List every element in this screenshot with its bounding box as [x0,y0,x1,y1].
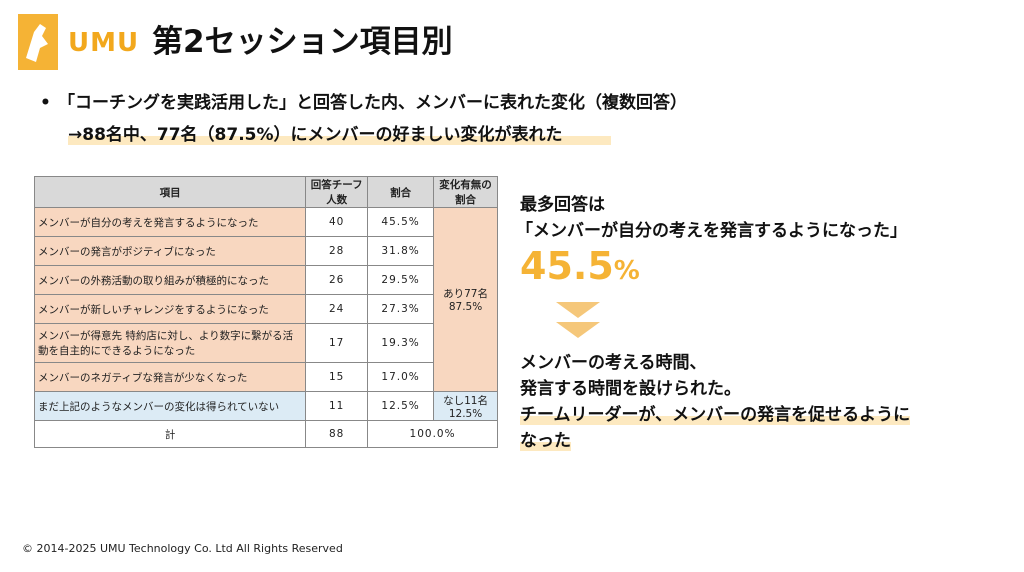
bullet-main-text: 「コーチングを実践活用した」と回答した内、メンバーに表れた変化（複数回答） [58,93,687,113]
row-ratio: 45.5% [367,207,435,237]
row-item: メンバーが新しいチャレンジをするようになった [33,294,307,324]
row-item: メンバーの外務活動の取り組みが積極的になった [33,265,307,295]
bullet-sub-highlight: →88名中、77名（87.5%）にメンバーの好ましい変化が表れた [68,125,611,145]
row-item: まだ上記のようなメンバーの変化は得られていない [33,391,307,421]
table-row-none: まだ上記のようなメンバーの変化は得られていない 11 12.5% なし11名 1… [33,391,498,421]
logo-text: UMU [68,28,140,58]
summary-quote: 「メンバーが自分の考えを発言するようになった」 [516,221,907,241]
copyright-footer: © 2014-2025 UMU Technology Co. Ltd All R… [22,542,343,555]
row-count: 17 [305,323,369,363]
group-no: なし11名 12.5% [433,391,498,421]
summary-body-line1: メンバーの考える時間、 [520,353,707,373]
summary-body-line2: 発言する時間を設けられた。 [520,379,741,399]
table-row: メンバーが自分の考えを発言するようになった 40 45.5% あり77名 87.… [33,207,498,392]
row-ratio: 31.8% [367,236,435,266]
page-title: 第2セッション項目別 [152,24,453,60]
down-arrow-icon [556,322,600,338]
summary-big-value: 45.5% [520,244,640,288]
table-row: メンバーが新しいチャレンジをするようになった 24 27.3% [33,294,498,324]
header-item: 項目 [33,176,307,208]
header-count: 回答チーフ人数 [305,176,369,208]
row-count: 11 [305,391,369,421]
logo-mark-icon [18,14,58,70]
big-value-number: 45.5 [520,244,614,288]
table-row-total: 計 88 100.0% [33,420,498,448]
row-item: メンバーが自分の考えを発言するようになった [33,207,307,237]
total-label: 計 [33,420,307,448]
row-item: メンバーのネガティブな発言が少なくなった [33,362,307,392]
row-ratio: 19.3% [367,323,435,363]
table-row: メンバーのネガティブな発言が少なくなった 15 17.0% [33,362,498,392]
down-arrow-icon [556,302,600,318]
row-count: 15 [305,362,369,392]
row-ratio: 27.3% [367,294,435,324]
row-count: 40 [305,207,369,237]
bullet-sub-text: →88名中、77名（87.5%）にメンバーの好ましい変化が表れた [64,120,615,145]
row-item: メンバーが得意先 特約店に対し、より数字に繋がる活動を自主的にできるようになった [33,323,307,363]
row-count: 24 [305,294,369,324]
header-change: 変化有無の割合 [433,176,498,208]
summary-body: メンバーの考える時間、 発言する時間を設けられた。 チームリーダーが、メンバーの… [520,350,911,454]
row-ratio: 29.5% [367,265,435,295]
total-ratio: 100.0% [367,420,498,448]
results-table: 項目 回答チーフ人数 割合 変化有無の割合 メンバーが自分の考えを発言するように… [33,176,498,448]
bullet-dot: • [40,93,51,113]
big-value-unit: % [613,256,640,286]
row-item: メンバーの発言がポジティブになった [33,236,307,266]
bullet-text: • 「コーチングを実践活用した」と回答した内、メンバーに表れた変化（複数回答） [40,88,687,113]
table-row: メンバーの発言がポジティブになった 28 31.8% [33,236,498,266]
row-count: 26 [305,265,369,295]
row-count: 28 [305,236,369,266]
table-row: メンバーの外務活動の取り組みが積極的になった 26 29.5% [33,265,498,295]
umu-logo: UMU [18,14,138,76]
table-row: メンバーが得意先 特約店に対し、より数字に繋がる活動を自主的にできるようになった… [33,323,498,363]
group-yes: あり77名 87.5% [433,207,498,392]
header-ratio: 割合 [367,176,435,208]
summary-body-line3: チームリーダーが、メンバーの発言を促せるように [520,405,911,425]
row-ratio: 17.0% [367,362,435,392]
summary-heading: 最多回答は [520,195,605,215]
total-count: 88 [305,420,369,448]
row-ratio: 12.5% [367,391,435,421]
summary-body-line4: なった [520,431,571,451]
